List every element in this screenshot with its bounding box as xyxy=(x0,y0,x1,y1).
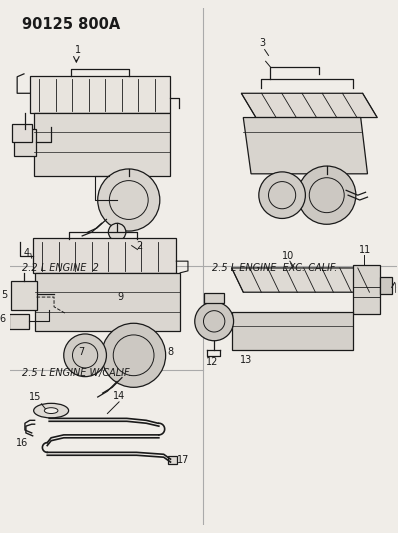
FancyBboxPatch shape xyxy=(353,265,380,313)
Circle shape xyxy=(259,172,305,219)
Text: 16: 16 xyxy=(16,438,28,448)
Bar xyxy=(12,124,32,142)
Circle shape xyxy=(108,223,126,241)
FancyBboxPatch shape xyxy=(35,273,180,331)
FancyBboxPatch shape xyxy=(34,112,170,176)
Polygon shape xyxy=(232,268,369,292)
Polygon shape xyxy=(241,93,377,118)
Text: 7: 7 xyxy=(78,348,84,358)
Text: 1: 1 xyxy=(75,45,81,55)
Text: 13: 13 xyxy=(240,356,252,365)
Bar xyxy=(14,129,35,156)
Text: 12: 12 xyxy=(206,357,219,367)
Text: 3: 3 xyxy=(259,38,266,47)
Text: 6: 6 xyxy=(0,314,6,325)
Bar xyxy=(10,313,29,329)
Circle shape xyxy=(101,324,166,387)
Text: 2.5 L ENGINE W/CALIF.: 2.5 L ENGINE W/CALIF. xyxy=(22,368,131,378)
FancyBboxPatch shape xyxy=(33,238,176,273)
Text: 2: 2 xyxy=(136,241,142,252)
Circle shape xyxy=(64,334,106,377)
Text: 15: 15 xyxy=(29,392,42,402)
Ellipse shape xyxy=(34,403,68,418)
Text: 4: 4 xyxy=(23,248,30,259)
Ellipse shape xyxy=(44,408,58,414)
Circle shape xyxy=(298,166,356,224)
Circle shape xyxy=(195,302,234,341)
Text: 11: 11 xyxy=(359,245,372,255)
Text: 2.5 L ENGINE  EXC. CALIF.: 2.5 L ENGINE EXC. CALIF. xyxy=(212,263,338,273)
Bar xyxy=(380,277,392,294)
FancyBboxPatch shape xyxy=(30,76,170,112)
Text: 90125 800A: 90125 800A xyxy=(22,17,120,31)
Text: 5: 5 xyxy=(1,290,8,300)
Text: 17: 17 xyxy=(177,455,190,465)
Bar xyxy=(11,280,37,310)
Text: 8: 8 xyxy=(168,348,174,358)
Bar xyxy=(168,456,177,464)
Bar xyxy=(205,293,224,303)
Text: 14: 14 xyxy=(113,391,125,401)
Polygon shape xyxy=(243,118,367,174)
Text: 10: 10 xyxy=(282,251,294,261)
Text: 2.2 L ENGINE  2: 2.2 L ENGINE 2 xyxy=(22,263,99,273)
FancyBboxPatch shape xyxy=(232,312,353,350)
Circle shape xyxy=(98,169,160,231)
Text: 9: 9 xyxy=(117,292,123,302)
